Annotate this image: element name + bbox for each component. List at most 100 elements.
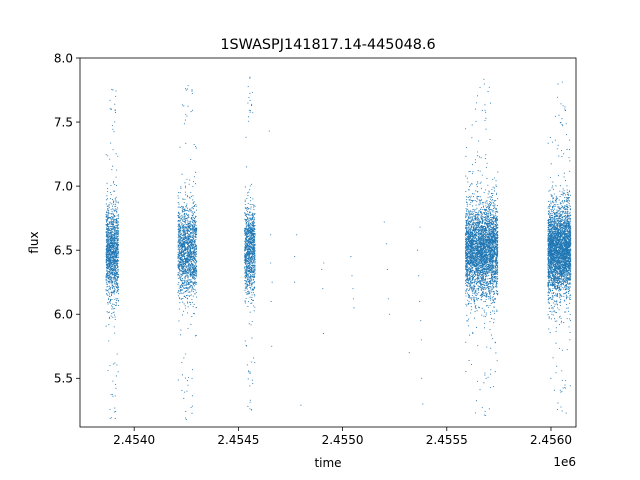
data-point [114, 283, 116, 285]
data-point [110, 266, 112, 268]
data-point [182, 220, 184, 222]
data-point [248, 236, 250, 238]
data-point [182, 219, 184, 221]
data-point [108, 205, 110, 207]
data-point [116, 222, 118, 224]
data-point [248, 257, 250, 259]
data-point [195, 252, 197, 254]
data-point [181, 266, 183, 268]
data-point [185, 238, 187, 240]
data-point [468, 199, 470, 201]
data-point [109, 213, 111, 215]
data-point [479, 202, 481, 204]
data-point [111, 263, 113, 265]
data-point [185, 252, 187, 254]
data-point [105, 235, 107, 237]
data-point [189, 259, 191, 261]
data-point [117, 233, 120, 235]
data-point [117, 273, 119, 275]
data-point [250, 280, 253, 282]
data-point [193, 247, 195, 249]
data-point [195, 147, 197, 149]
data-point [254, 218, 256, 220]
data-point [485, 200, 487, 202]
data-point [115, 249, 117, 251]
data-point [116, 260, 118, 262]
data-point [183, 310, 185, 312]
data-point [116, 274, 118, 276]
data-point [109, 265, 111, 267]
data-point [247, 305, 249, 307]
data-point [177, 260, 179, 262]
data-point [251, 296, 253, 299]
data-point [193, 224, 195, 226]
data-point [247, 85, 249, 88]
data-point [185, 417, 187, 419]
data-point [112, 363, 114, 365]
data-point [116, 212, 118, 214]
data-point [187, 312, 189, 314]
data-point [187, 289, 189, 291]
data-point [106, 273, 108, 275]
data-point [114, 231, 116, 233]
data-point [112, 272, 114, 274]
data-point [177, 201, 179, 204]
data-point [494, 268, 496, 270]
data-point [186, 290, 188, 292]
data-point [115, 259, 117, 261]
data-point [195, 289, 197, 291]
data-point [108, 226, 110, 228]
data-point [186, 115, 188, 117]
data-point [245, 345, 247, 347]
data-point [493, 302, 495, 304]
data-point [117, 233, 119, 235]
data-point [182, 242, 184, 244]
data-point [253, 239, 255, 241]
data-point [247, 281, 249, 283]
data-point [253, 286, 255, 288]
data-point [177, 244, 179, 246]
data-point [251, 224, 253, 227]
data-point [192, 277, 194, 279]
data-point [113, 311, 115, 313]
data-point [193, 253, 195, 255]
data-point [178, 248, 180, 250]
data-point [244, 300, 247, 302]
data-point [480, 157, 482, 159]
data-point [115, 244, 117, 246]
data-point [106, 264, 108, 266]
data-point [180, 242, 182, 244]
data-point [177, 283, 179, 285]
data-point [245, 254, 248, 256]
data-point [108, 340, 110, 342]
data-point [110, 237, 112, 239]
data-point [178, 243, 180, 245]
data-point [253, 230, 255, 232]
data-point [182, 270, 184, 272]
data-point [184, 377, 187, 379]
data-point [105, 258, 107, 260]
data-point [487, 230, 489, 232]
data-point [180, 244, 182, 246]
data-point [181, 271, 183, 273]
data-point [115, 297, 117, 299]
data-point [107, 312, 109, 314]
data-point [185, 226, 187, 228]
data-point [190, 191, 192, 193]
data-point [112, 231, 114, 233]
data-point [106, 253, 108, 255]
data-point [192, 234, 194, 236]
data-point [112, 253, 114, 255]
data-point [248, 191, 250, 193]
data-point [108, 254, 110, 256]
data-point [105, 216, 107, 218]
data-point [114, 316, 116, 318]
data-point [188, 295, 190, 297]
data-point [245, 244, 247, 246]
data-point [117, 276, 119, 278]
data-point [110, 233, 112, 235]
data-point [113, 291, 115, 293]
data-point [110, 287, 112, 289]
data-point [248, 238, 250, 240]
data-point [187, 105, 189, 107]
